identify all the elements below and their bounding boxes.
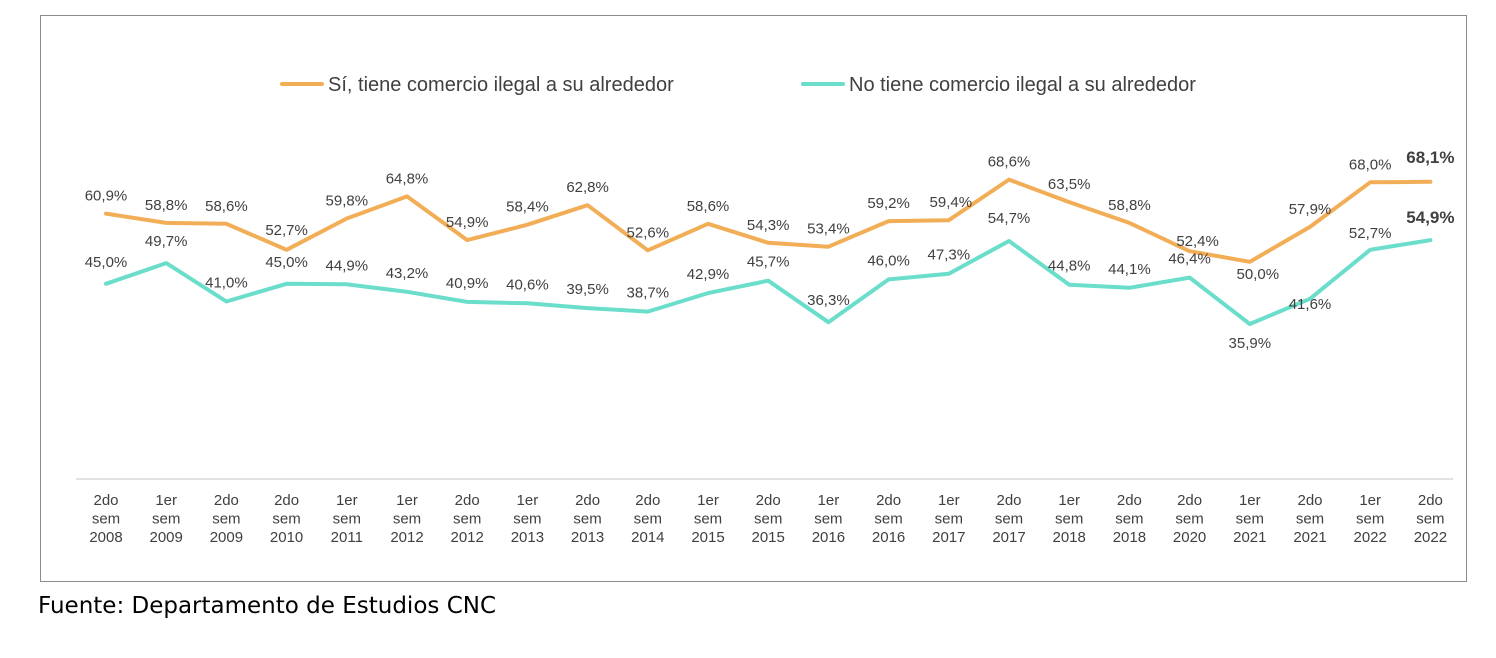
x-tick-label: 2do sem 2017 — [992, 492, 1025, 546]
x-tick-label: 2do sem 2018 — [1113, 492, 1146, 546]
data-label-no: 42,9% — [687, 266, 730, 283]
data-label-si: 58,6% — [205, 198, 248, 215]
data-label-si: 58,6% — [687, 198, 730, 215]
x-tick-label: 2do sem 2012 — [451, 492, 484, 546]
data-label-no: 52,7% — [1349, 225, 1392, 242]
legend-label: Sí, tiene comercio ilegal a su alrededor — [328, 74, 674, 96]
series-line-si — [104, 177, 1433, 264]
data-label-no: 47,3% — [928, 247, 971, 264]
x-tick-label: 1er sem 2017 — [932, 492, 965, 546]
data-label-si: 58,8% — [1108, 197, 1151, 214]
data-label-no: 35,9% — [1229, 335, 1272, 352]
x-tick-label: 1er sem 2012 — [390, 492, 423, 546]
x-tick-label: 2do sem 2010 — [270, 492, 303, 546]
x-tick-label: 1er sem 2009 — [150, 492, 183, 546]
data-label-no: 41,0% — [205, 274, 248, 291]
data-label-no: 40,6% — [506, 276, 549, 293]
data-label-si: 52,7% — [265, 222, 308, 239]
data-label-no: 46,0% — [867, 252, 910, 269]
data-label-si: 68,1% — [1406, 148, 1454, 167]
data-label-si: 68,6% — [988, 154, 1031, 171]
data-label-no: 36,3% — [807, 292, 850, 309]
data-label-no: 54,7% — [988, 210, 1031, 227]
x-tick-label: 2do sem 2021 — [1293, 492, 1326, 546]
data-label-si: 58,8% — [145, 197, 188, 214]
x-tick-label: 2do sem 2020 — [1173, 492, 1206, 546]
x-tick-label: 1er sem 2021 — [1233, 492, 1266, 546]
x-tick-label: 1er sem 2022 — [1354, 492, 1387, 546]
data-label-no: 43,2% — [386, 265, 429, 282]
data-label-si: 59,2% — [867, 195, 910, 212]
x-tick-label: 2do sem 2009 — [210, 492, 243, 546]
data-label-no: 49,7% — [145, 233, 188, 250]
data-label-si: 54,9% — [446, 214, 489, 231]
data-label-no: 38,7% — [627, 285, 670, 302]
data-label-no: 45,7% — [747, 254, 790, 271]
line-chart: 2do sem 2008 1er sem 2009 2do sem 2009 2do sem 2010… — [76, 74, 1455, 546]
data-label-si: 62,8% — [566, 179, 609, 196]
legend-label: No tiene comercio ilegal a su alrededor — [849, 74, 1196, 96]
source-note: Fuente: Departamento de Estudios CNC — [38, 593, 497, 619]
data-label-no: 46,4% — [1168, 251, 1211, 268]
x-tick-label: 2do sem 2014 — [631, 492, 664, 546]
x-tick-label: 1er sem 2015 — [691, 492, 724, 546]
data-label-si: 53,4% — [807, 221, 850, 238]
data-label-si: 58,4% — [506, 199, 549, 216]
data-label-no: 40,9% — [446, 275, 489, 292]
data-label-si: 64,8% — [386, 170, 429, 187]
chart-frame: 2do sem 2008 1er sem 2009 2do sem 2009 2do sem 2010… — [40, 15, 1467, 582]
data-label-si: 57,9% — [1289, 201, 1332, 218]
data-label-no: 45,0% — [265, 254, 308, 271]
x-tick-label: 1er sem 2013 — [511, 492, 544, 546]
data-label-si: 54,3% — [747, 217, 790, 234]
data-label-no: 44,8% — [1048, 258, 1091, 275]
x-tick-label: 2do sem 2016 — [872, 492, 905, 546]
data-label-si: 68,0% — [1349, 156, 1392, 173]
data-label-si: 59,4% — [930, 194, 973, 211]
data-label-no: 45,0% — [85, 254, 128, 271]
data-label-no: 44,9% — [326, 257, 369, 274]
x-tick-label: 1er sem 2016 — [812, 492, 845, 546]
data-label-si: 52,4% — [1176, 233, 1219, 250]
data-label-no: 41,6% — [1289, 296, 1332, 313]
x-tick-label: 1er sem 2011 — [331, 492, 363, 546]
x-tick-label: 2do sem 2013 — [571, 492, 604, 546]
data-label-si: 60,9% — [85, 188, 128, 205]
data-label-no: 54,9% — [1406, 208, 1454, 227]
x-tick-label: 1er sem 2018 — [1053, 492, 1086, 546]
data-label-no: 44,1% — [1108, 261, 1151, 278]
x-tick-label: 2do sem 2015 — [752, 492, 785, 546]
series-line-no — [104, 238, 1433, 326]
data-label-no: 39,5% — [566, 281, 609, 298]
x-tick-label: 2do sem 2022 — [1414, 492, 1447, 546]
data-label-si: 63,5% — [1048, 176, 1091, 193]
data-label-si: 50,0% — [1237, 266, 1280, 283]
x-tick-label: 2do sem 2008 — [89, 492, 122, 546]
data-label-si: 59,8% — [326, 192, 369, 209]
data-label-si: 52,6% — [627, 224, 670, 241]
